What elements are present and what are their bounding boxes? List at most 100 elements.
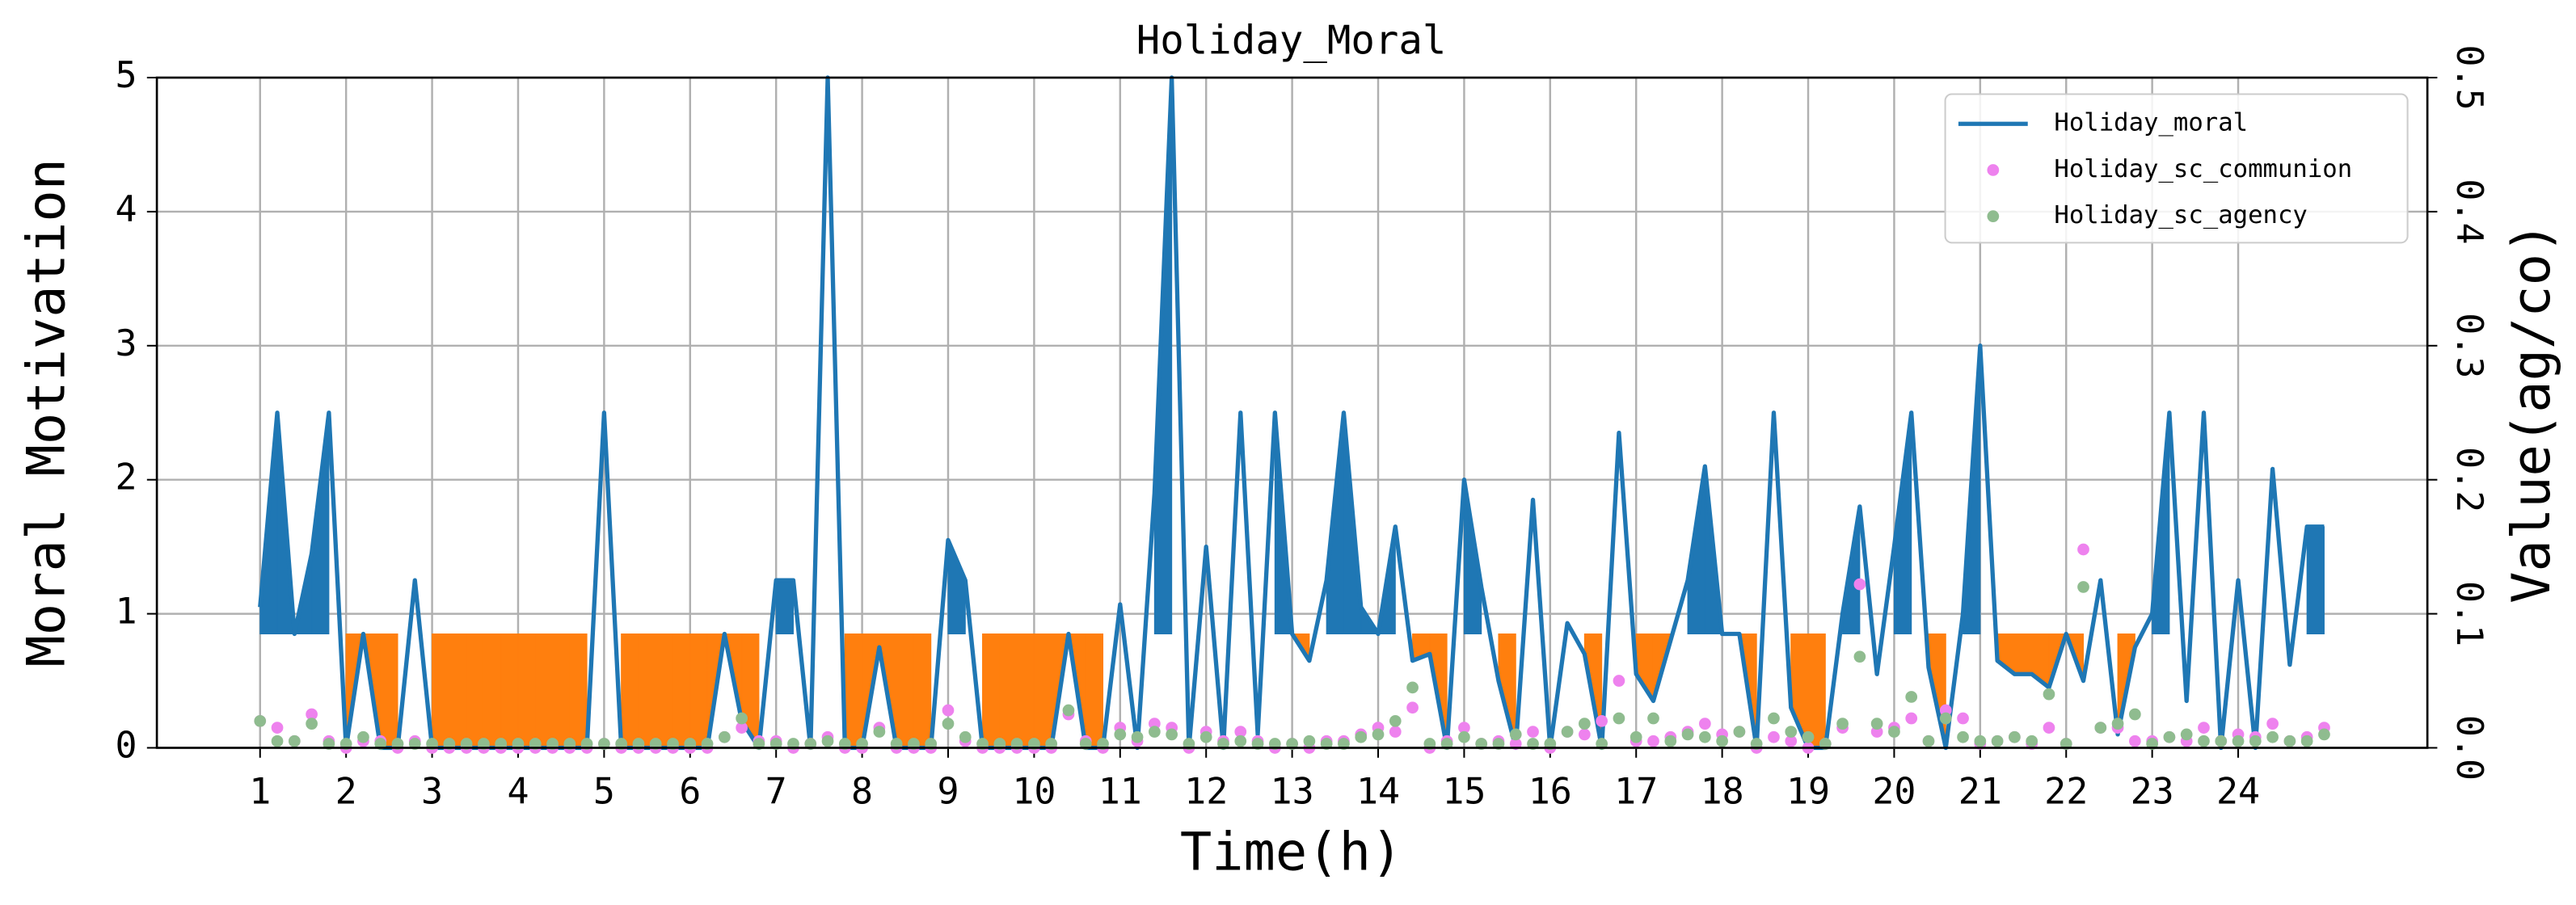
scatter-point [2198,735,2210,747]
x-tick-label: 22 [2044,770,2088,813]
scatter-point [1389,714,1402,727]
scatter-point [942,718,955,730]
fill-area [775,579,794,634]
scatter-point [1957,712,1969,725]
fill-area [655,633,674,748]
x-tick-label: 2 [335,770,357,813]
scatter-point [959,730,972,743]
scatter-point [1802,730,1815,743]
scatter-point [2318,728,2330,741]
fill-area [1016,633,1035,748]
scatter-point [2266,718,2279,730]
fill-area [896,633,914,748]
x-tick-label: 24 [2216,770,2260,813]
legend-box [1944,93,2409,244]
scatter-point [2077,543,2089,556]
scatter-point [1166,728,1178,741]
scatter-point [271,722,284,734]
fill-area [449,633,467,748]
x-tick-label: 4 [507,770,529,813]
x-tick-label: 5 [593,770,615,813]
scatter-point [1234,735,1247,747]
scatter-point [357,730,369,743]
legend-label: Holiday_moral [2054,109,2248,137]
scatter-point [2111,718,2124,730]
fill-area [2306,526,2325,634]
fill-area [1807,633,1826,748]
fill-area [844,633,863,748]
x-tick-label: 3 [421,770,443,813]
scatter-point [1561,726,1574,738]
scatter-point [1234,726,1247,738]
scatter-point [1372,728,1385,741]
scatter-point [1596,714,1608,727]
fill-area [913,633,932,748]
fill-area [638,633,656,748]
scatter-point [2249,735,2262,747]
y2-tick-label: 0.0 [2448,715,2491,781]
x-tick-label: 12 [1184,770,1228,813]
fill-area [621,633,639,748]
scatter-point [1785,726,1798,738]
plot-frame [155,76,2429,749]
scatter-point [1114,728,1127,741]
fill-area [672,633,691,748]
x-tick-label: 19 [1786,770,1830,813]
y2-tick-label: 0.5 [2448,44,2491,110]
line [258,75,2325,751]
y2-tick-label: 0.1 [2448,581,2491,646]
x-tick-label: 23 [2131,770,2174,813]
legend-label: Holiday_sc_communion [2054,155,2352,183]
scatter-point [1698,718,1711,730]
scatter-point [1836,718,1849,730]
x-tick-label: 9 [937,770,959,813]
scatter-point [1303,735,1316,747]
scatter-point [1406,681,1419,694]
scatter-point [1698,730,1711,743]
fill-area [380,633,398,748]
x-tick-label: 13 [1271,770,1314,813]
legend-marker [1987,210,2000,223]
scatter-point [2266,730,2279,743]
scatter-point [1389,726,1402,738]
scatter-point [2094,722,2107,734]
scatter-point [1355,730,1368,743]
y-tick-label: 2 [116,456,137,499]
x-tick-label: 8 [851,770,873,813]
scatter-point [1716,735,1728,747]
scatter-point [2129,708,2141,721]
fill-area [1033,633,1052,748]
scatter-point [1613,712,1625,725]
scatter-point [1853,578,1866,591]
scatter-point [736,712,748,725]
x-tick-label: 20 [1872,770,1916,813]
fill-area [982,633,1001,748]
scatter-point [1647,712,1659,725]
scatter-point [2163,730,2176,743]
scatter-point [2198,722,2210,734]
scatter-point [2043,722,2055,734]
y-tick-label: 0 [116,723,137,766]
fill-area [500,633,519,748]
scatter-point [2300,735,2313,747]
scatter-point [1991,735,2004,747]
scatter-point [1853,650,1866,663]
scatter-point [1664,735,1677,747]
y-tick-label: 5 [116,53,137,96]
x-tick-label: 6 [679,770,701,813]
x-tick-label: 16 [1528,770,1572,813]
scatter-point [1149,726,1161,738]
scatter-point [1870,718,1883,730]
x-tick-label: 21 [1958,770,2002,813]
scatter-point [1768,712,1780,725]
scatter-point [2043,688,2055,701]
scatter-point [1629,730,1642,743]
scatter-point [1681,728,1694,741]
scatter-point [1768,730,1780,743]
scatter-point [718,730,731,743]
fill-area [689,633,708,748]
fill-area [999,633,1018,748]
scatter-point [306,718,318,730]
y2-axis-label: Value(ag/co) [2501,222,2562,604]
